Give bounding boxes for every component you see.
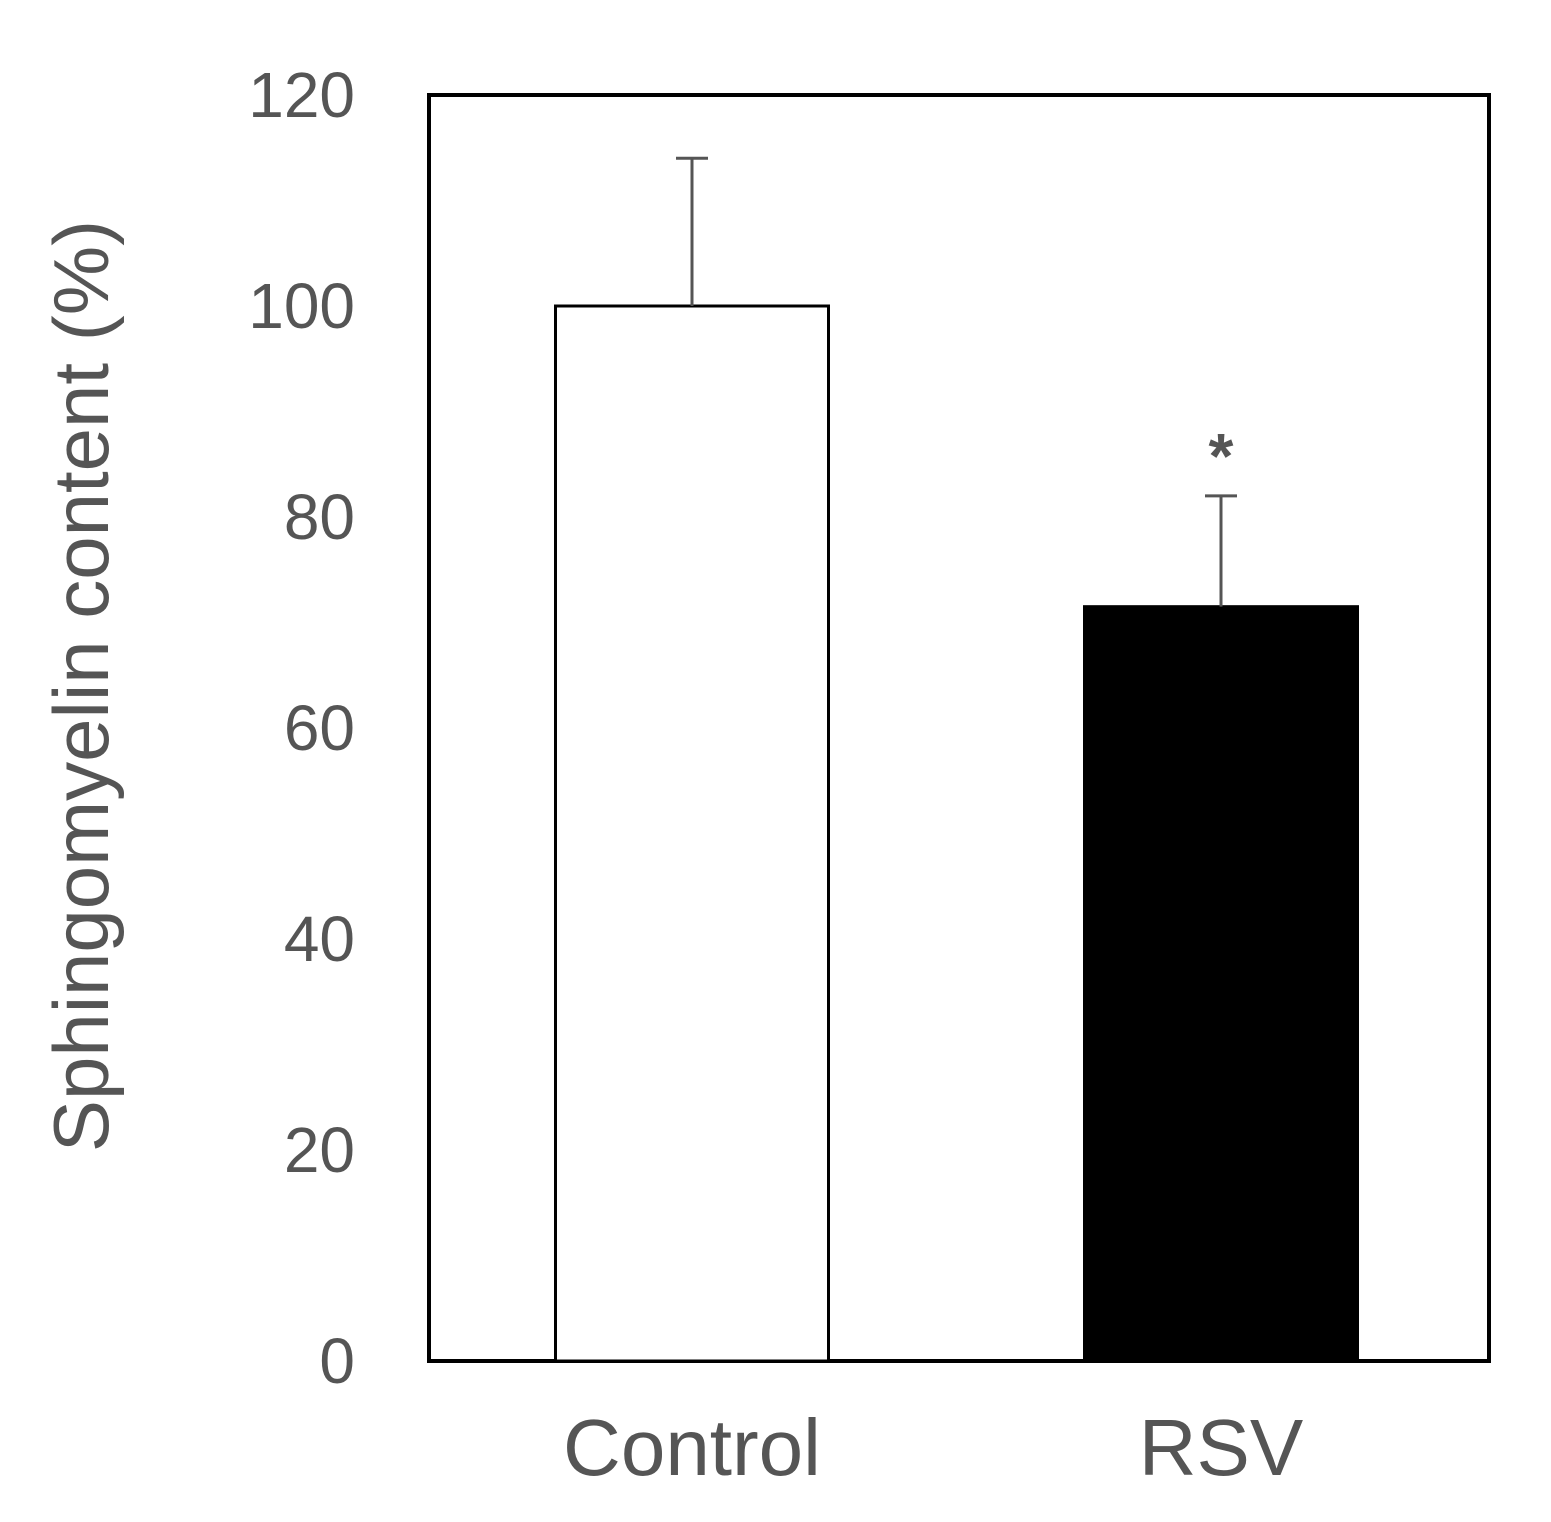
- plot-frame: [427, 93, 1491, 1363]
- x-tick-label-control: Control: [563, 1403, 821, 1492]
- y-tick-label-0: 0: [319, 1325, 355, 1397]
- y-tick-labels: 0 20 40 60 80 100 120: [248, 59, 355, 1397]
- y-tick-label-80: 80: [284, 481, 355, 553]
- y-tick-label-60: 60: [284, 692, 355, 764]
- y-tick-label-20: 20: [284, 1114, 355, 1186]
- x-tick-labels: Control RSV: [563, 1403, 1304, 1492]
- y-tick-label-40: 40: [284, 903, 355, 975]
- y-tick-label-120: 120: [248, 59, 355, 131]
- y-tick-label-100: 100: [248, 270, 355, 342]
- y-axis-label: Sphingomyelin content (%): [37, 220, 125, 1152]
- error-bars-group: [676, 156, 1237, 607]
- significance-marker: *: [1209, 420, 1234, 492]
- x-tick-label-rsv: RSV: [1139, 1403, 1304, 1492]
- bar-control: [554, 304, 830, 1363]
- error-bar-control: [676, 156, 708, 306]
- bars-group: [554, 304, 1359, 1363]
- annotations-group: *: [1209, 420, 1234, 492]
- bar-rsv: [1083, 605, 1359, 1363]
- error-bar-rsv: [1205, 494, 1237, 607]
